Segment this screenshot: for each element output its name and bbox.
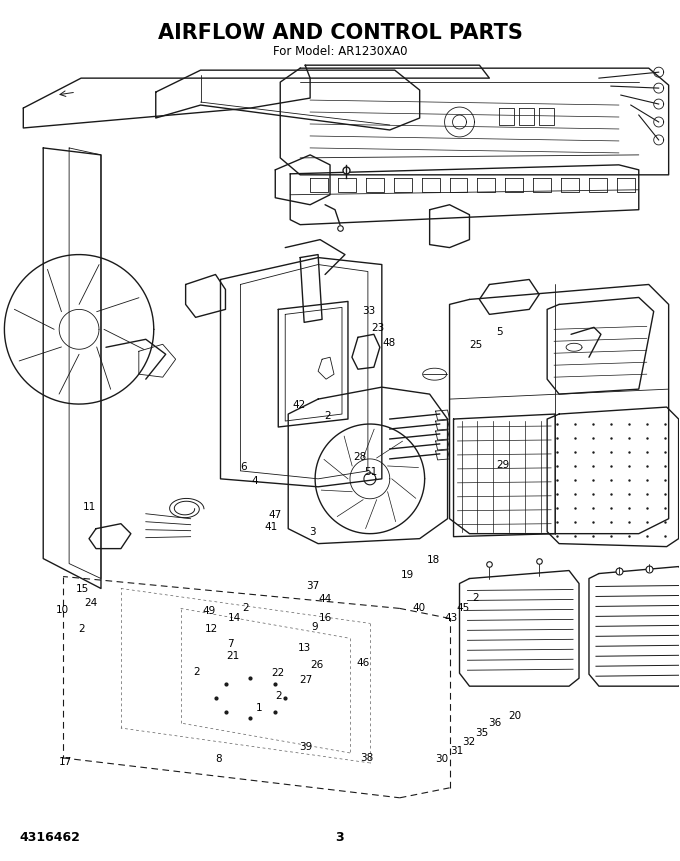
Text: 13: 13	[298, 641, 311, 652]
Text: 25: 25	[469, 340, 482, 350]
Text: 2: 2	[193, 666, 200, 676]
Text: 3: 3	[336, 830, 344, 843]
Text: 1: 1	[256, 702, 262, 712]
Text: 43: 43	[445, 612, 458, 623]
Text: 27: 27	[299, 674, 313, 684]
Text: 22: 22	[271, 667, 284, 678]
Text: 49: 49	[202, 606, 216, 616]
Text: 5: 5	[496, 327, 503, 337]
Text: 4316462: 4316462	[19, 830, 80, 843]
Text: 37: 37	[306, 580, 320, 590]
Text: 23: 23	[371, 323, 385, 332]
Text: 36: 36	[488, 717, 501, 728]
Text: 29: 29	[496, 460, 509, 470]
Text: AIRFLOW AND CONTROL PARTS: AIRFLOW AND CONTROL PARTS	[158, 23, 522, 43]
Text: 3: 3	[309, 527, 316, 536]
Text: 9: 9	[311, 621, 318, 631]
Text: 32: 32	[462, 736, 475, 746]
Text: 24: 24	[84, 598, 97, 607]
Text: 40: 40	[412, 603, 425, 612]
Text: 47: 47	[269, 510, 282, 519]
Text: 15: 15	[76, 584, 89, 593]
Text: 2: 2	[242, 603, 248, 612]
Text: 42: 42	[293, 400, 306, 410]
Text: 14: 14	[228, 612, 241, 623]
Text: 48: 48	[383, 338, 396, 348]
Text: 19: 19	[401, 570, 414, 579]
Text: 2: 2	[472, 592, 479, 602]
Text: 8: 8	[215, 753, 222, 764]
Text: 44: 44	[318, 594, 332, 604]
Text: 35: 35	[475, 728, 489, 738]
Text: 11: 11	[83, 501, 96, 511]
Text: 16: 16	[318, 612, 332, 623]
Text: 18: 18	[427, 554, 440, 564]
Text: 39: 39	[299, 741, 313, 752]
Text: 17: 17	[59, 756, 72, 766]
Text: 45: 45	[457, 603, 470, 612]
Text: 6: 6	[241, 461, 247, 472]
Text: 20: 20	[508, 710, 522, 721]
Text: 12: 12	[205, 623, 218, 633]
Text: 4: 4	[252, 475, 258, 486]
Text: 28: 28	[354, 451, 367, 461]
Text: For Model: AR1230XA0: For Model: AR1230XA0	[273, 45, 407, 59]
Text: 10: 10	[56, 604, 69, 614]
Text: 7: 7	[227, 638, 234, 648]
Text: 38: 38	[360, 752, 374, 762]
Text: 41: 41	[265, 522, 277, 531]
Text: 2: 2	[275, 690, 282, 700]
Text: 30: 30	[435, 753, 448, 764]
Text: 21: 21	[226, 650, 239, 660]
Text: 51: 51	[364, 467, 377, 477]
Text: 31: 31	[450, 745, 463, 755]
Text: 26: 26	[310, 659, 324, 669]
Text: 2: 2	[78, 623, 84, 633]
Text: 33: 33	[362, 306, 376, 315]
Text: 46: 46	[356, 657, 370, 667]
Text: 2: 2	[324, 410, 331, 420]
